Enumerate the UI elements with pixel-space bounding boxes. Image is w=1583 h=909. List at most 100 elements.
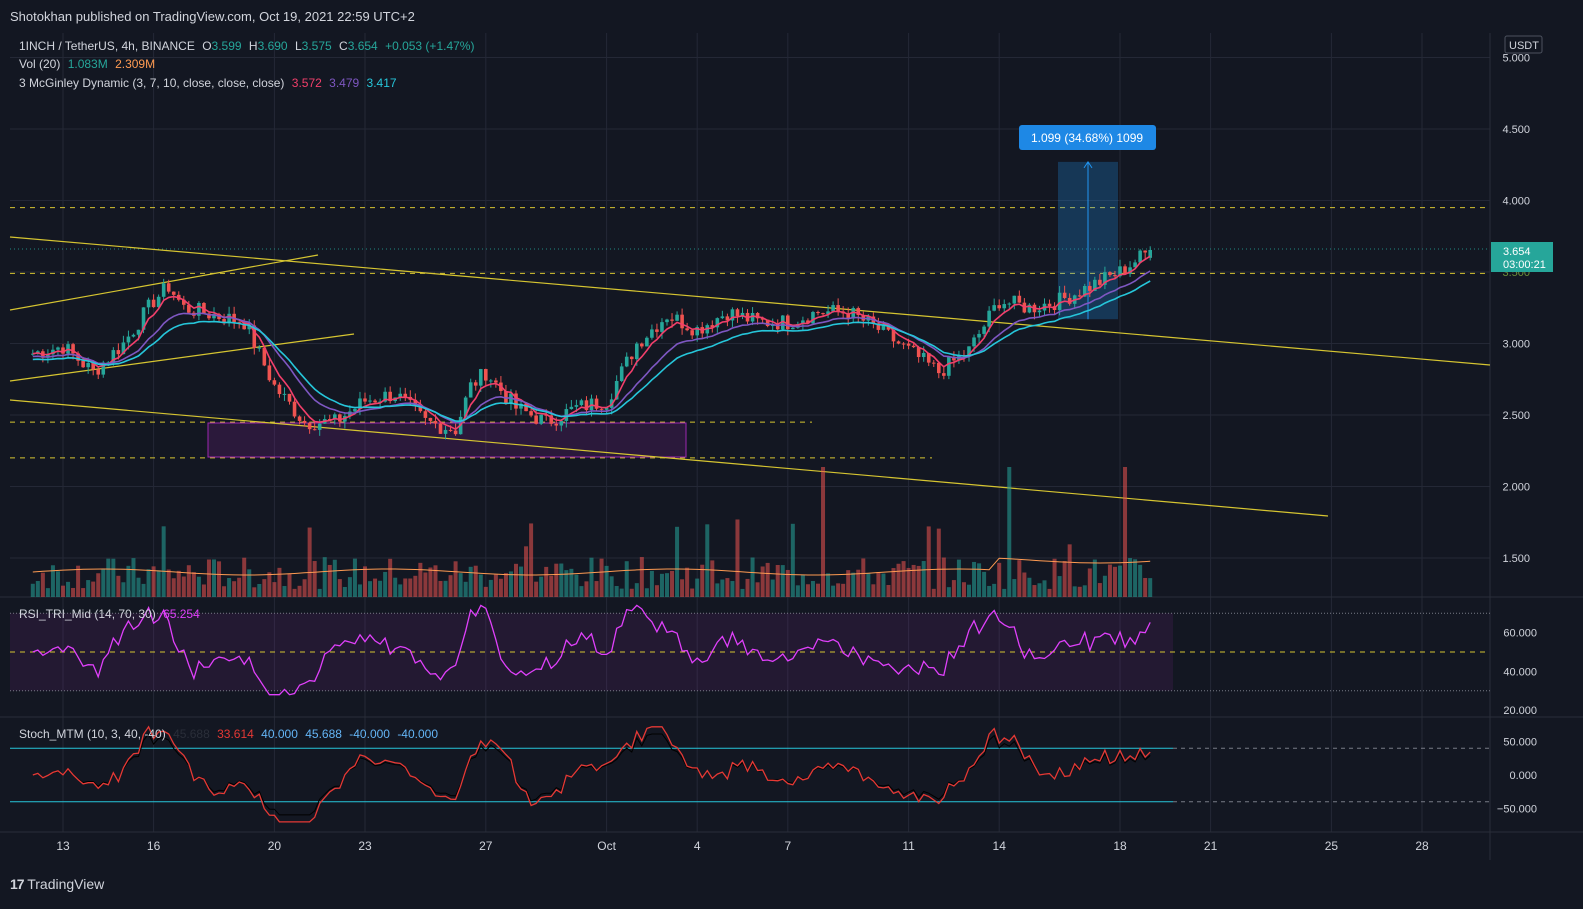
candle xyxy=(775,324,780,330)
candle xyxy=(947,356,951,376)
volume-bar xyxy=(423,572,428,597)
candle xyxy=(629,356,634,360)
candle xyxy=(1088,285,1092,291)
candle xyxy=(448,429,453,431)
volume-bar xyxy=(368,581,373,597)
volume-bar xyxy=(1022,572,1027,597)
volume-bar xyxy=(1148,578,1153,597)
candle xyxy=(418,405,423,412)
volume-bar xyxy=(76,565,81,597)
volume-bar xyxy=(116,575,121,597)
volume-legend: Vol (20) 1.083M 2.309M xyxy=(19,57,159,71)
measure-arrowhead xyxy=(1083,160,1093,169)
volume-bar xyxy=(967,584,971,597)
candle xyxy=(690,330,694,336)
rsi-label[interactable]: RSI_TRI_Mid (14, 70, 30) xyxy=(19,607,156,621)
volume-bar xyxy=(992,583,997,597)
open-value: 3.599 xyxy=(211,39,242,53)
volume-bar xyxy=(589,557,594,597)
candle xyxy=(71,344,75,354)
stoch-label[interactable]: Stoch_MTM (10, 3, 40, -40) xyxy=(19,727,166,741)
candle xyxy=(443,429,448,434)
candle xyxy=(926,352,931,363)
volume-bar xyxy=(408,578,413,597)
volume-bar xyxy=(836,583,841,597)
volume-bar xyxy=(639,557,644,597)
volume-bar xyxy=(790,523,795,597)
volume-bar xyxy=(760,566,765,597)
volume-bar xyxy=(267,572,272,597)
close-label: C xyxy=(339,39,348,53)
volume-bar xyxy=(453,561,458,597)
candle xyxy=(46,354,50,358)
candle xyxy=(101,362,106,375)
tradingview-logo[interactable]: 17 TradingView xyxy=(10,876,105,892)
volume-bar xyxy=(906,567,911,597)
mcginley-line-2 xyxy=(32,270,1151,424)
volume-bar xyxy=(418,562,423,597)
candle xyxy=(992,305,996,311)
volume-bar xyxy=(861,558,866,597)
volume-bar xyxy=(775,564,780,597)
candle xyxy=(972,337,976,347)
volume-bar xyxy=(493,574,498,597)
volume-bar xyxy=(186,565,191,597)
time-tick: 21 xyxy=(1204,839,1218,853)
candle xyxy=(1027,304,1032,313)
candle xyxy=(1118,266,1122,277)
low-label: L xyxy=(294,39,302,53)
candle xyxy=(292,401,297,417)
candle xyxy=(1143,250,1147,253)
volume-bar xyxy=(30,583,35,597)
publish-header: Shotokhan published on TradingView.com, … xyxy=(0,0,1583,33)
volume-label[interactable]: Vol (20) xyxy=(19,57,61,71)
price-tick: 4.000 xyxy=(1502,196,1530,208)
volume-ma-line xyxy=(32,557,1151,576)
volume-bar xyxy=(161,526,166,597)
candle xyxy=(760,318,765,320)
candle xyxy=(1067,297,1072,304)
volume-bar xyxy=(1067,544,1072,597)
volume-bar xyxy=(519,566,524,597)
volume-bar xyxy=(86,580,91,597)
candle xyxy=(358,398,362,409)
symbol-name[interactable]: 1INCH / TetherUS, 4h, BINANCE xyxy=(19,39,195,53)
candle xyxy=(272,380,277,385)
volume-bar xyxy=(936,528,941,597)
volume-bar xyxy=(473,565,478,597)
volume-bar xyxy=(191,572,196,597)
volume-bar xyxy=(670,570,675,597)
price-tick: 2.500 xyxy=(1502,410,1530,422)
candle xyxy=(750,312,755,322)
volume-bar xyxy=(569,568,574,597)
candle xyxy=(811,311,815,324)
volume-bar xyxy=(675,526,680,597)
volume-bar xyxy=(55,571,60,597)
stoch-legend: Stoch_MTM (10, 3, 40, -40) 45.688 33.614… xyxy=(19,727,442,741)
volume-bar xyxy=(252,587,257,597)
candle xyxy=(896,341,901,344)
volume-bar xyxy=(705,524,710,597)
volume-bar xyxy=(71,587,76,597)
volume-bar xyxy=(866,572,871,597)
candle xyxy=(660,322,664,332)
volume-bar xyxy=(911,564,916,597)
volume-bar xyxy=(700,564,705,597)
volume-bar xyxy=(524,546,529,597)
candle xyxy=(624,356,629,367)
mcginley-label[interactable]: 3 McGinley Dynamic (3, 7, 10, close, clo… xyxy=(19,76,285,90)
volume-bar xyxy=(574,574,579,597)
volume-bar xyxy=(619,588,624,597)
candle xyxy=(710,325,715,328)
candle xyxy=(438,423,443,434)
candle xyxy=(1103,272,1107,285)
volume-bar xyxy=(1017,560,1022,597)
volume-bar xyxy=(821,467,826,597)
candle xyxy=(730,309,735,321)
volume-bar xyxy=(735,519,740,597)
chart-canvas[interactable]: 1.099 (34.68%) 1099 5.000 4.500 4.000 3.000 2… xyxy=(0,0,1583,872)
candle xyxy=(937,362,941,374)
volume-bar xyxy=(247,569,252,597)
price-tick: 2.000 xyxy=(1502,482,1530,494)
volume-bar xyxy=(941,557,946,597)
